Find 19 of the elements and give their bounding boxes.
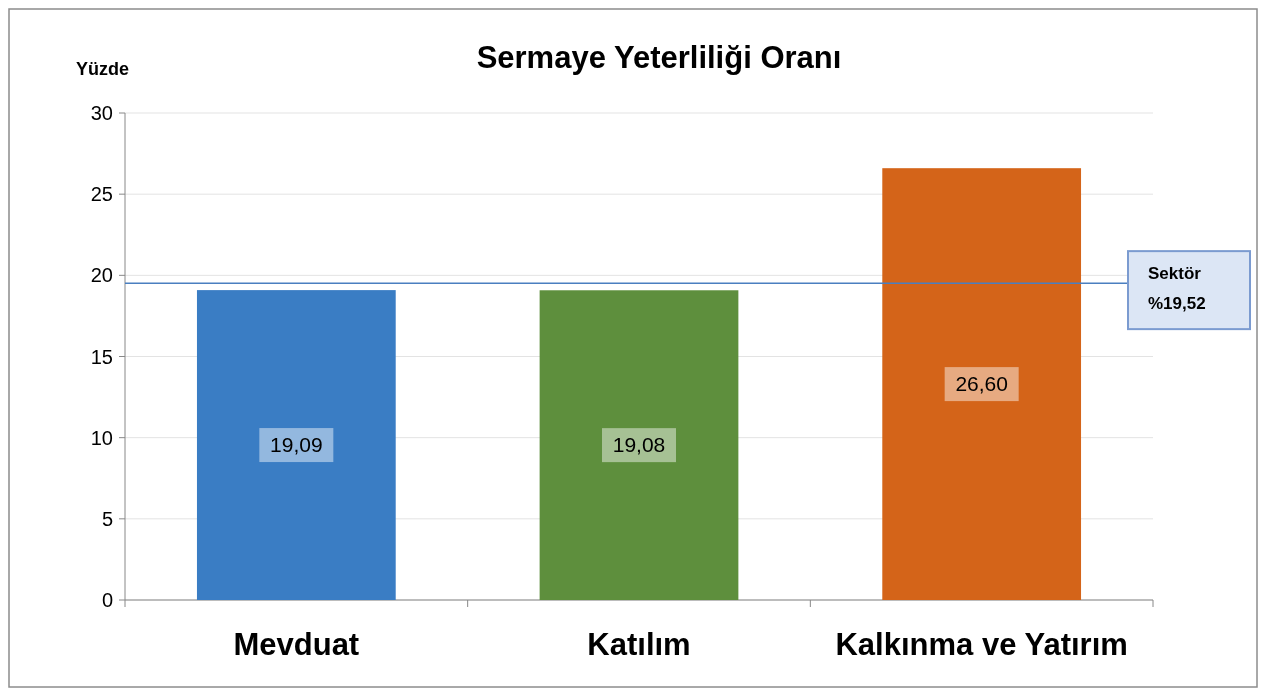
x-tick-label: Katılım: [587, 627, 691, 662]
x-tick-label: Kalkınma ve Yatırım: [835, 627, 1128, 662]
data-label: 19,09: [270, 433, 323, 457]
ref-line-label: Sektör %19,52: [1148, 264, 1206, 314]
chart-title: Sermaye Yeterliliği Oranı: [476, 40, 842, 75]
y-axis-title: Yüzde: [76, 59, 130, 79]
y-tick-label: 15: [90, 345, 113, 368]
y-tick-label: 10: [90, 426, 113, 449]
y-tick-label: 30: [90, 102, 113, 124]
bar: [539, 290, 739, 600]
y-tick-label: 20: [90, 264, 113, 287]
data-label: 19,08: [612, 433, 666, 457]
y-tick-label: 25: [90, 183, 113, 206]
y-tick-label: 0: [101, 589, 113, 611]
x-tick-label: Mevduat: [233, 627, 360, 662]
bar: [196, 290, 396, 600]
data-label: 26,60: [955, 372, 1008, 396]
y-tick-label: 5: [101, 507, 113, 530]
bar: [882, 168, 1082, 600]
